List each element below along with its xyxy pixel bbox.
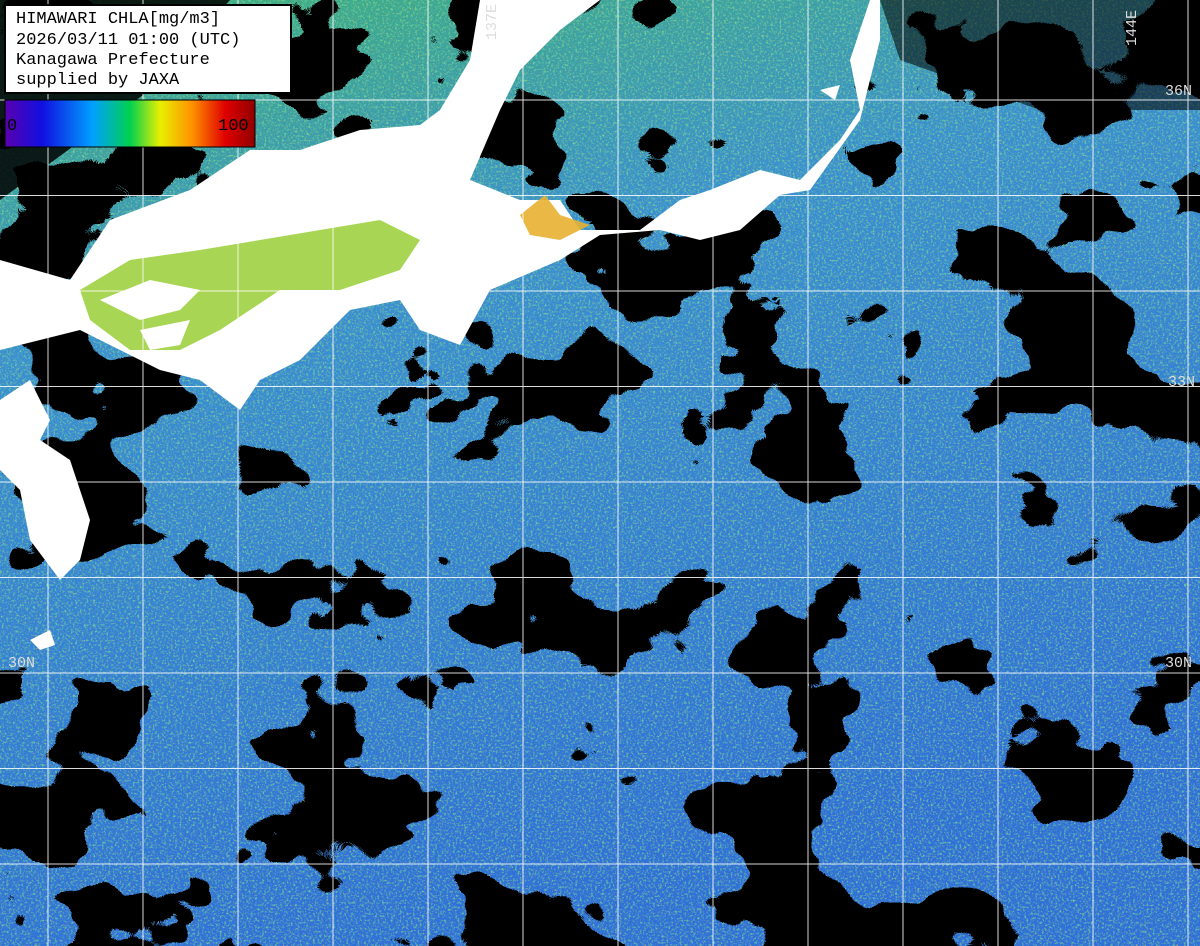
lon-label: 144E (1124, 10, 1141, 46)
lat-label: 30N (1165, 655, 1192, 672)
info-line: HIMAWARI CHLA[mg/m3] (16, 10, 220, 29)
lon-label: 137E (484, 4, 501, 40)
lat-label: 30N (8, 655, 35, 672)
clouds (880, 0, 1200, 110)
colorbar-min: 0 (7, 117, 17, 136)
info-box (4, 4, 292, 94)
land (100, 280, 200, 350)
info-line: supplied by JAXA (16, 71, 180, 90)
lat-label: 36N (1165, 83, 1192, 100)
info-line: Kanagawa Prefecture (16, 51, 210, 70)
colorbar-max: 100 (218, 117, 249, 136)
coastal-water (80, 195, 590, 350)
info-line: 2026/03/11 01:00 (UTC) (16, 31, 240, 50)
colorbar (4, 99, 256, 148)
lat-label: 33N (1168, 374, 1195, 391)
